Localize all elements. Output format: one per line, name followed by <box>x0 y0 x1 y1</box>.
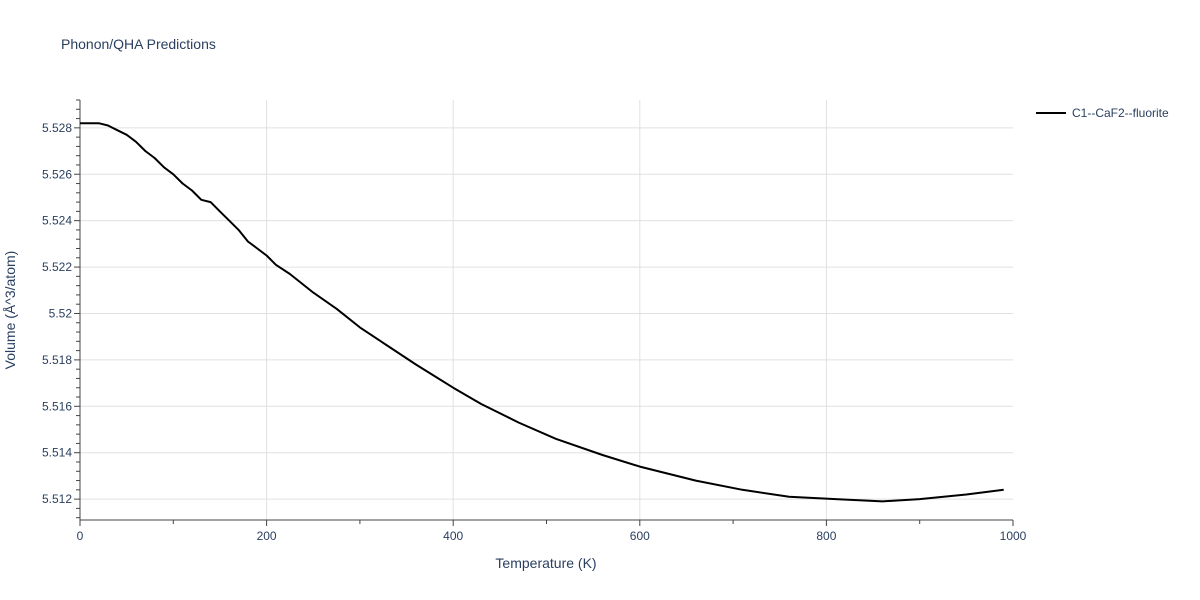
legend[interactable]: C1--CaF2--fluorite <box>1036 106 1169 120</box>
legend-line-swatch <box>1036 112 1066 114</box>
y-tick-label: 5.522 <box>42 260 72 274</box>
axes <box>74 99 1014 526</box>
y-tick-label: 5.514 <box>42 446 72 460</box>
y-tick-label: 5.524 <box>42 214 72 228</box>
y-axis-label: Volume (Å^3/atom) <box>2 251 18 370</box>
series-line <box>80 122 1004 503</box>
gridlines <box>80 100 1013 520</box>
y-tick-label: 5.516 <box>42 399 72 413</box>
y-tick-label: 5.52 <box>49 306 73 320</box>
chart-title: Phonon/QHA Predictions <box>61 36 216 52</box>
x-tick-label: 200 <box>257 529 277 543</box>
y-tick-label: 5.512 <box>42 492 72 506</box>
tick-labels: 0 200 400 600 800 1000 5.512 5.514 5.516 5.518 5.5… <box>42 121 1027 543</box>
x-axis-label: Temperature (K) <box>495 555 596 571</box>
x-tick-label: 800 <box>816 529 836 543</box>
y-tick-label: 5.518 <box>42 353 72 367</box>
y-tick-label: 5.526 <box>42 167 72 181</box>
legend-series-label: C1--CaF2--fluorite <box>1072 106 1169 120</box>
x-tick-label: 600 <box>630 529 650 543</box>
x-tick-label: 400 <box>443 529 463 543</box>
y-tick-label: 5.528 <box>42 121 72 135</box>
x-tick-label: 0 <box>77 529 84 543</box>
x-tick-label: 1000 <box>1000 529 1027 543</box>
